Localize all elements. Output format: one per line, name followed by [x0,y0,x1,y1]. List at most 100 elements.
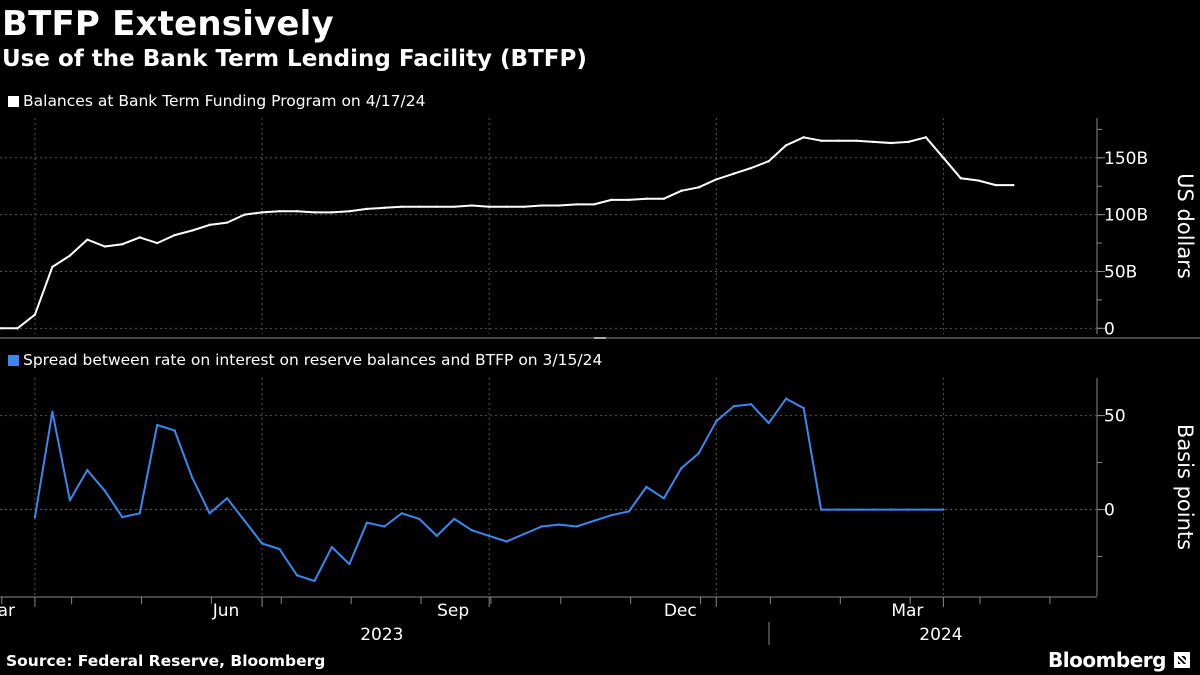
data-point-balances [522,205,526,208]
data-point-spread [924,508,928,511]
chart-title: BTFP Extensively [2,4,334,44]
data-point-spread [592,519,596,523]
data-point-spread [51,410,54,414]
data-point-balances [103,245,107,248]
data-point-spread [330,545,334,549]
data-point-balances [557,204,561,207]
data-point-spread [383,525,386,528]
data-point-balances [645,197,648,200]
data-point-balances [802,136,805,139]
data-point-balances [994,183,997,187]
series-line-balances [0,136,1014,330]
data-point-balances [16,327,19,330]
data-point-spread [190,476,194,479]
data-point-spread [86,468,89,472]
data-point-balances [750,166,753,170]
data-point-spread [715,420,718,423]
data-point-spread [610,513,613,517]
y-tick-label: 50B [1104,262,1137,282]
data-point-spread [400,512,404,515]
data-point-spread [627,510,631,513]
data-point-spread [487,534,491,538]
data-point-balances [854,139,858,142]
source-note: Source: Federal Reserve, Bloomberg [6,652,326,670]
data-point-spread [645,485,648,489]
data-point-balances [330,211,334,214]
legend-spread-label: Spread between rate on interest on reser… [23,351,603,369]
data-point-spread [819,508,823,511]
data-point-spread [872,508,875,511]
y-tick-label: 50 [1104,407,1126,427]
data-point-balances [348,210,351,213]
data-point-balances [575,203,578,206]
data-point-balances [732,172,735,175]
data-point-spread [505,540,508,543]
x-year-label: 2023 [360,625,403,645]
data-point-spread [470,529,473,532]
data-point-balances [138,236,141,239]
y-tick-label: 0 [1104,319,1115,339]
data-point-spread [802,406,805,410]
data-point-spread [854,508,858,511]
data-point-balances [418,205,421,208]
x-tick-label: Dec [664,601,697,621]
data-point-balances [260,211,264,214]
data-point-spread [278,547,281,551]
data-point-spread [889,508,893,511]
legend-swatch-white [8,95,19,107]
data-point-balances [697,186,700,189]
data-point-balances [592,203,596,206]
data-point-balances [505,205,508,208]
data-point-balances [33,313,37,316]
data-point-balances [662,197,666,200]
data-point-spread [173,429,176,432]
data-point-balances [784,144,788,147]
data-point-spread [557,523,561,526]
bloomberg-mark-icon [1173,652,1190,668]
data-point-balances [453,205,456,208]
data-point-balances [715,178,718,181]
data-point-balances [365,207,369,211]
data-point-balances [767,160,770,163]
data-point-spread [348,562,351,566]
data-point-balances [924,136,928,139]
y-tick-label: 100B [1104,206,1148,226]
data-point-spread [208,512,211,515]
data-point-spread [750,403,753,406]
data-point-balances [190,229,194,232]
data-point-spread [295,574,299,577]
data-point-spread [365,521,369,524]
chart-subtitle: Use of the Bank Term Lending Facility (B… [2,46,587,72]
data-point-balances [278,210,281,213]
legend-swatch-blue [8,354,19,366]
data-point-spread [103,489,107,492]
data-point-spread [453,517,456,521]
data-point-balances [121,242,124,246]
y-tick-label: 0 [1104,501,1115,521]
bloomberg-logo: Bloomberg [1048,648,1190,672]
y-tick-label: 150B [1104,149,1148,169]
data-point-spread [121,515,124,519]
data-point-balances [86,238,89,241]
data-point-balances [889,141,893,145]
data-point-balances [907,140,910,144]
data-point-spread [33,515,37,519]
data-point-spread [313,579,316,583]
data-point-balances [0,327,2,330]
data-point-spread [225,497,229,500]
data-point-balances [487,205,491,208]
data-point-spread [435,534,438,538]
x-tick-label: Jun [212,601,240,621]
data-point-balances [225,221,229,224]
data-point-spread [697,451,700,455]
data-point-balances [243,213,246,216]
data-point-balances [1012,183,1015,187]
data-point-balances [68,254,72,257]
y-axis-title: Basis points [1173,424,1197,550]
data-point-spread [156,423,159,427]
x-tick-label: Mar [0,601,15,621]
data-point-balances [610,198,613,202]
data-point-spread [138,512,141,515]
data-point-spread [907,508,910,511]
